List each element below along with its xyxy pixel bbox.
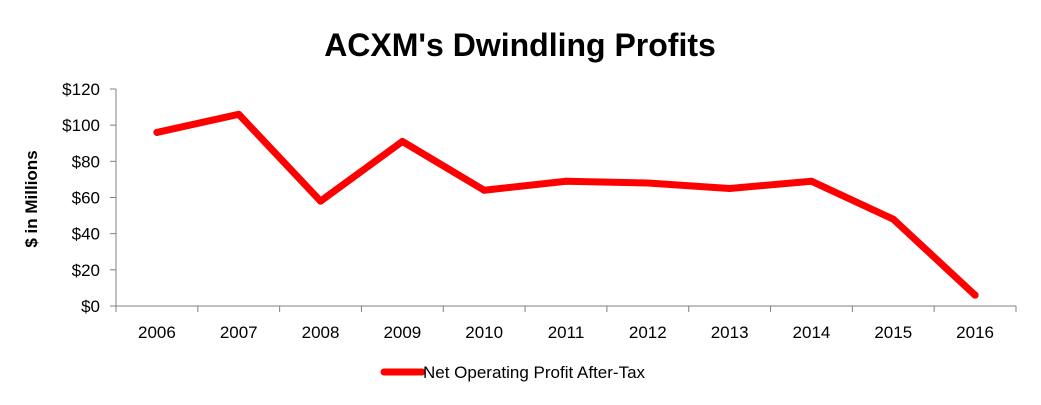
data-point <box>398 137 406 145</box>
x-tick-label: 2007 <box>220 323 258 342</box>
legend-label: Net Operating Profit After-Tax <box>423 363 646 382</box>
y-tick-label: $0 <box>81 297 100 316</box>
x-tick-label: 2015 <box>874 323 912 342</box>
y-tick-label: $20 <box>72 261 100 280</box>
x-tick-label: 2012 <box>629 323 667 342</box>
series-line <box>153 110 979 299</box>
x-tick-label: 2010 <box>465 323 503 342</box>
x-tick-label: 2011 <box>548 323 585 342</box>
data-point <box>317 197 325 205</box>
data-point <box>807 177 815 185</box>
x-tick-label: 2013 <box>711 323 749 342</box>
y-tick-label: $100 <box>62 116 100 135</box>
y-tick-label: $40 <box>72 225 100 244</box>
y-axis-title: $ in Millions <box>22 150 41 247</box>
x-tick-label: 2008 <box>302 323 340 342</box>
data-point <box>235 110 243 118</box>
data-point <box>480 186 488 194</box>
y-tick-label: $120 <box>62 80 100 99</box>
plot-area: $0 $20 $40 $60 $80 $100 $120 2006 2007 2008 2009 20… <box>62 80 1017 342</box>
y-tick-label: $60 <box>72 189 100 208</box>
x-tick-label: 2009 <box>383 323 421 342</box>
legend: Net Operating Profit After-Tax <box>380 363 646 382</box>
x-tick-label: 2014 <box>793 323 831 342</box>
y-tick-label: $80 <box>72 152 100 171</box>
data-point <box>889 215 897 223</box>
data-point <box>726 184 734 192</box>
data-point <box>644 179 652 187</box>
data-point <box>562 177 570 185</box>
chart-title: ACXM's Dwindling Profits <box>324 27 716 63</box>
data-point <box>153 128 161 136</box>
x-tick-label: 2016 <box>956 323 994 342</box>
data-point <box>971 291 979 299</box>
x-tick-label: 2006 <box>138 323 176 342</box>
